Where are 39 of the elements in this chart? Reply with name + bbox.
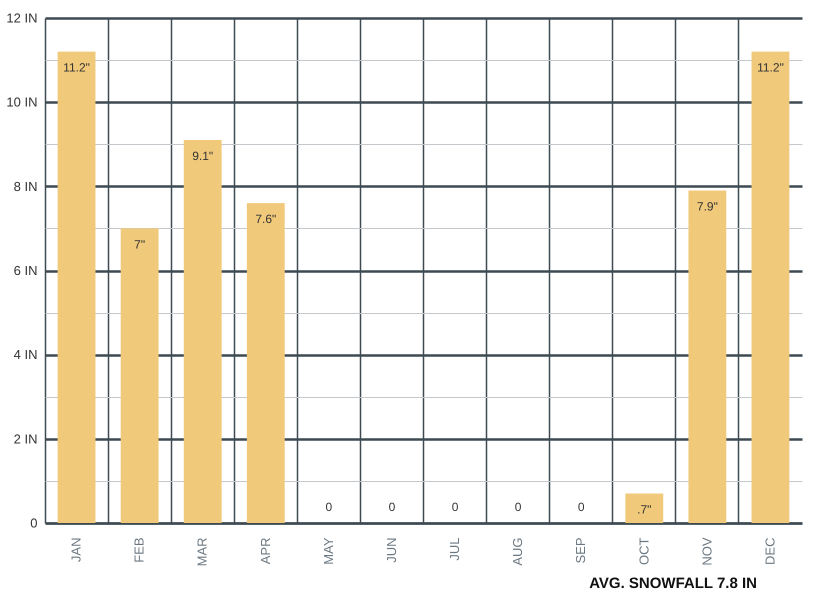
data-label: 11.2": [63, 60, 90, 75]
x-tick-label: JUL: [447, 538, 462, 561]
data-label: 11.2": [757, 60, 784, 75]
bar: [184, 140, 222, 523]
x-tick-label: DEC: [762, 538, 778, 565]
data-label: .7": [637, 502, 652, 517]
x-tick-label: JUN: [384, 538, 399, 563]
y-tick-label: 6 IN: [14, 263, 38, 278]
x-tick-label: MAR: [194, 538, 210, 566]
bar: [120, 228, 159, 523]
bar: [752, 52, 790, 523]
bar: [58, 52, 96, 523]
x-tick-label: JAN: [68, 538, 84, 562]
data-label: 0: [326, 500, 333, 514]
x-tick-label: AUG: [510, 538, 526, 566]
x-tick-label: OCT: [636, 537, 652, 565]
bar: [246, 203, 285, 523]
data-label: 7": [134, 237, 146, 252]
y-tick-label: 0: [30, 516, 38, 530]
y-tick-label: 4 IN: [14, 347, 38, 362]
data-label: 0: [388, 500, 396, 514]
data-label: 0: [452, 500, 459, 514]
y-tick-label: 2 IN: [14, 431, 38, 446]
data-label: 0: [514, 500, 522, 514]
bar: [688, 190, 726, 523]
y-tick-label: 8 IN: [14, 178, 38, 194]
x-tick-label: APR: [258, 538, 273, 564]
text: AVG. SNOWFALL 7.8 IN: [589, 574, 757, 592]
data-label: 9.1": [192, 149, 214, 164]
x-tick-label: FEB: [132, 538, 147, 563]
data-label: 0: [578, 500, 585, 514]
y-tick-label: 10 IN: [6, 94, 38, 110]
data-label: 7.9": [696, 200, 718, 214]
x-tick-label: SEP: [573, 538, 588, 564]
x-tick-label: NOV: [699, 537, 714, 566]
y-tick-label: 12 IN: [6, 10, 38, 26]
data-label: 7.6": [255, 212, 276, 226]
bar: [625, 494, 664, 523]
x-tick-label: MAY: [320, 537, 336, 565]
